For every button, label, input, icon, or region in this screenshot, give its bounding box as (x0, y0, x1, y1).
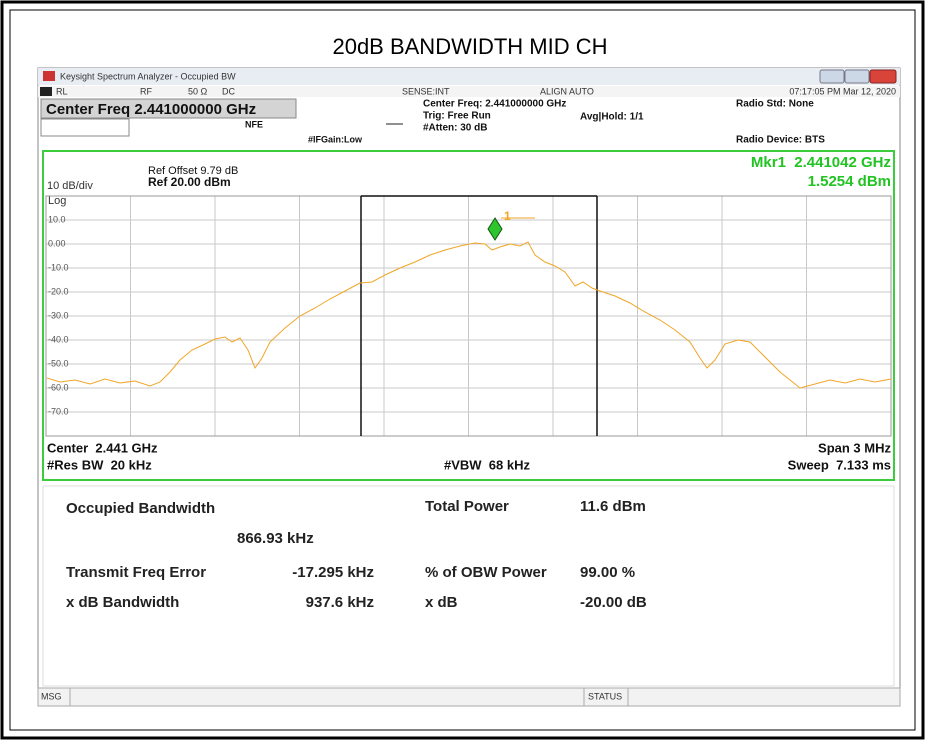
status: STATUS (588, 691, 622, 701)
xdb-value: -20.00 dB (580, 594, 647, 611)
total-power-label: Total Power (425, 498, 509, 515)
span: Span 3 MHz (818, 440, 891, 455)
ref-offset: Ref Offset 9.79 dB (148, 165, 238, 177)
center-freq-info: Center Freq: 2.441000000 GHz (423, 99, 566, 110)
sense: SENSE:INT (402, 86, 450, 96)
rf: RF (140, 86, 152, 96)
title-bar (38, 68, 900, 85)
avg-hold: Avg|Hold: 1/1 (580, 112, 644, 123)
app-icon (43, 71, 55, 81)
marker-diamond[interactable] (487, 217, 503, 241)
rl: RL (56, 86, 68, 96)
y-axis-label: -20.0 (48, 286, 69, 296)
center-label: Center 2.441 GHz (47, 440, 158, 455)
y-axis-label: -30.0 (48, 310, 69, 320)
status-bar (37, 687, 901, 707)
sweep: Sweep 7.133 ms (788, 457, 891, 472)
y-axis-label: 10.0 (48, 214, 66, 224)
y-axis-label: -50.0 (48, 358, 69, 368)
nfe: NFE (245, 119, 263, 129)
entry-box[interactable] (40, 118, 130, 137)
results-panel (42, 485, 895, 687)
if-gain: #IFGain:Low (308, 134, 363, 144)
impedance: 50 Ω (188, 86, 208, 96)
res-bw: #Res BW 20 kHz (47, 457, 152, 472)
radio-std: Radio Std: None (736, 99, 814, 110)
xdb-label: x dB (425, 594, 458, 611)
scale: 10 dB/div (47, 180, 93, 192)
obw-label: Occupied Bandwidth (66, 500, 215, 517)
y-axis-label: -40.0 (48, 334, 69, 344)
minimize-button[interactable] (819, 69, 845, 84)
xdb-bw-label: x dB Bandwidth (66, 594, 179, 611)
lxi-icon (40, 87, 52, 96)
grid (46, 196, 891, 436)
page-title: 20dB BANDWIDTH MID CH (332, 34, 607, 59)
ref-level: Ref 20.00 dBm (148, 175, 231, 189)
coupling: DC (222, 86, 235, 96)
msg: MSG (41, 691, 62, 701)
center-freq-box[interactable] (40, 98, 297, 119)
xdb-bw-value: 937.6 kHz (306, 594, 374, 611)
marker-id: 1 (504, 209, 511, 223)
obw-value: 866.93 kHz (237, 530, 314, 547)
freq-error-label: Transmit Freq Error (66, 564, 206, 581)
total-power-value: 11.6 dBm (580, 498, 646, 515)
status-row (38, 86, 900, 97)
window-title: Keysight Spectrum Analyzer - Occupied BW (60, 71, 236, 81)
obw-power-value: 99.00 % (580, 564, 635, 581)
timestamp: 07:17:05 PM Mar 12, 2020 (789, 86, 896, 96)
obw-power-label: % of OBW Power (425, 564, 547, 581)
restore-button[interactable] (844, 69, 870, 84)
radio-device: Radio Device: BTS (736, 135, 825, 146)
inner-frame (9, 9, 916, 731)
scale-type: Log (48, 195, 66, 207)
y-axis-label: -70.0 (48, 406, 69, 416)
trig: Trig: Free Run (423, 111, 491, 122)
y-axis-label: -60.0 (48, 382, 69, 392)
marker-freq: Mkr1 2.441042 GHz (751, 154, 891, 171)
close-button[interactable] (869, 69, 897, 84)
y-axis-label: 0.00 (48, 238, 66, 248)
vbw: #VBW 68 kHz (444, 457, 530, 472)
y-axis-label: -10.0 (48, 262, 69, 272)
marker-level: 1.5254 dBm (808, 173, 891, 190)
align: ALIGN AUTO (540, 86, 594, 96)
atten: #Atten: 30 dB (423, 123, 487, 134)
trace (46, 241, 892, 389)
freq-error-value: -17.295 kHz (292, 564, 374, 581)
center-freq: Center Freq 2.441000000 GHz (46, 101, 256, 118)
